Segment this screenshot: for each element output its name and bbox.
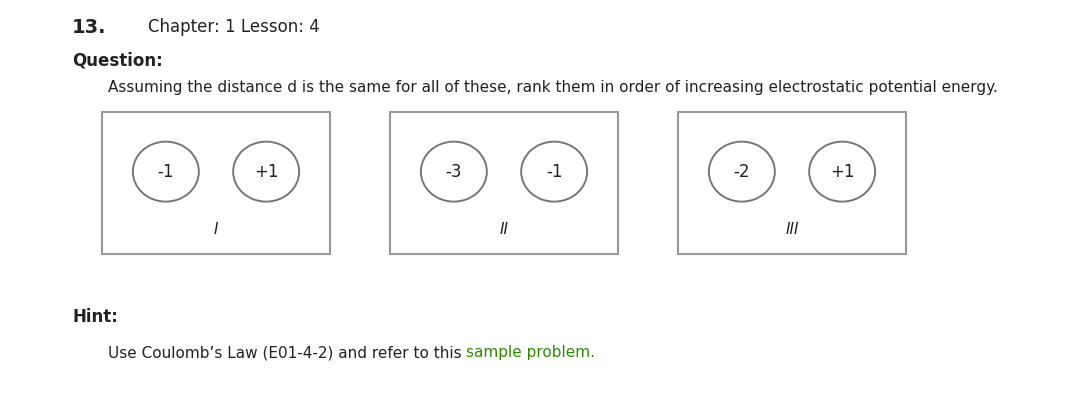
Text: Question:: Question: — [72, 52, 163, 70]
Text: I: I — [214, 222, 218, 237]
Text: II: II — [499, 222, 509, 237]
Text: -2: -2 — [733, 163, 751, 181]
Bar — [102, 112, 330, 254]
Text: III: III — [785, 222, 799, 237]
Text: -1: -1 — [545, 163, 563, 181]
Ellipse shape — [421, 141, 487, 202]
Text: Chapter: 1 Lesson: 4: Chapter: 1 Lesson: 4 — [148, 18, 320, 36]
Text: Hint:: Hint: — [72, 308, 118, 326]
Ellipse shape — [522, 141, 588, 202]
Text: -1: -1 — [158, 163, 174, 181]
Ellipse shape — [708, 141, 774, 202]
Ellipse shape — [233, 141, 299, 202]
Text: 13.: 13. — [72, 18, 107, 37]
Text: -3: -3 — [446, 163, 462, 181]
Text: +1: +1 — [254, 163, 279, 181]
Text: +1: +1 — [829, 163, 854, 181]
Bar — [678, 112, 906, 254]
Ellipse shape — [809, 141, 875, 202]
Text: Use Coulomb’s Law (E01-4-2) and refer to this: Use Coulomb’s Law (E01-4-2) and refer to… — [108, 345, 467, 360]
Ellipse shape — [133, 141, 199, 202]
Bar — [390, 112, 618, 254]
Text: sample problem.: sample problem. — [467, 345, 595, 360]
Text: Assuming the distance d is the same for all of these, rank them in order of incr: Assuming the distance d is the same for … — [108, 80, 998, 95]
